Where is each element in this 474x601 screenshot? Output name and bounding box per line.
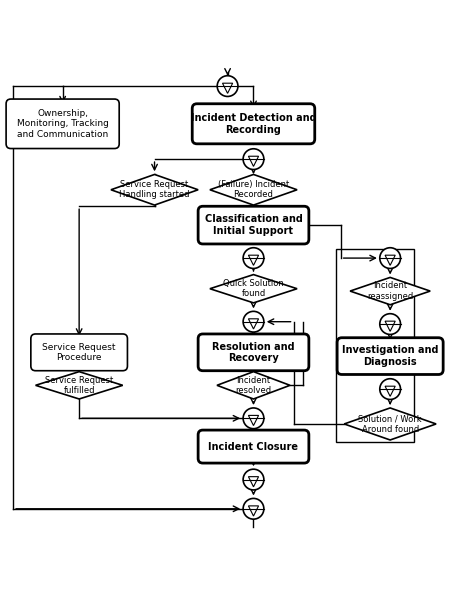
Circle shape [380, 314, 401, 334]
FancyBboxPatch shape [198, 430, 309, 463]
Polygon shape [350, 278, 430, 305]
Circle shape [243, 248, 264, 269]
FancyBboxPatch shape [198, 206, 309, 244]
Circle shape [243, 311, 264, 332]
Text: Service Request
Procedure: Service Request Procedure [42, 343, 116, 362]
Circle shape [243, 469, 264, 490]
FancyBboxPatch shape [6, 99, 119, 148]
Polygon shape [248, 255, 259, 266]
Circle shape [380, 379, 401, 400]
Text: Incident Detection and
Recording: Incident Detection and Recording [191, 113, 316, 135]
Polygon shape [385, 321, 395, 331]
Polygon shape [222, 83, 233, 93]
Text: Solution / Work
Around found: Solution / Work Around found [358, 414, 422, 434]
FancyBboxPatch shape [337, 338, 443, 374]
Bar [336, 249, 414, 442]
Polygon shape [248, 477, 259, 487]
Text: Incident Closure: Incident Closure [209, 442, 299, 451]
Polygon shape [248, 156, 259, 166]
Text: (Failure) Incident
Recorded: (Failure) Incident Recorded [218, 180, 289, 200]
Text: Incident
reassigned: Incident reassigned [367, 281, 413, 300]
Circle shape [243, 149, 264, 169]
Polygon shape [344, 408, 436, 440]
Text: Classification and
Initial Support: Classification and Initial Support [205, 215, 302, 236]
Polygon shape [385, 255, 395, 266]
Circle shape [243, 498, 264, 519]
Polygon shape [217, 371, 290, 399]
Text: Ownership,
Monitoring, Tracking
and Communication: Ownership, Monitoring, Tracking and Comm… [17, 109, 109, 139]
Polygon shape [248, 415, 259, 426]
FancyBboxPatch shape [31, 334, 128, 371]
Text: Service Request
Handling started: Service Request Handling started [119, 180, 190, 200]
Text: Investigation and
Diagnosis: Investigation and Diagnosis [342, 346, 438, 367]
FancyBboxPatch shape [198, 334, 309, 371]
Circle shape [243, 408, 264, 429]
Polygon shape [111, 174, 198, 205]
Polygon shape [210, 275, 297, 303]
Polygon shape [210, 174, 297, 205]
Polygon shape [248, 506, 259, 516]
Text: Quick Solution
found: Quick Solution found [223, 279, 284, 299]
Text: Service Request
fulfilled: Service Request fulfilled [45, 376, 113, 395]
Polygon shape [248, 319, 259, 329]
Polygon shape [36, 371, 123, 399]
Text: Resolution and
Recovery: Resolution and Recovery [212, 341, 295, 363]
Circle shape [380, 248, 401, 269]
Circle shape [217, 76, 238, 97]
Polygon shape [385, 386, 395, 396]
FancyBboxPatch shape [192, 104, 315, 144]
Text: Incident
resolved: Incident resolved [236, 376, 272, 395]
